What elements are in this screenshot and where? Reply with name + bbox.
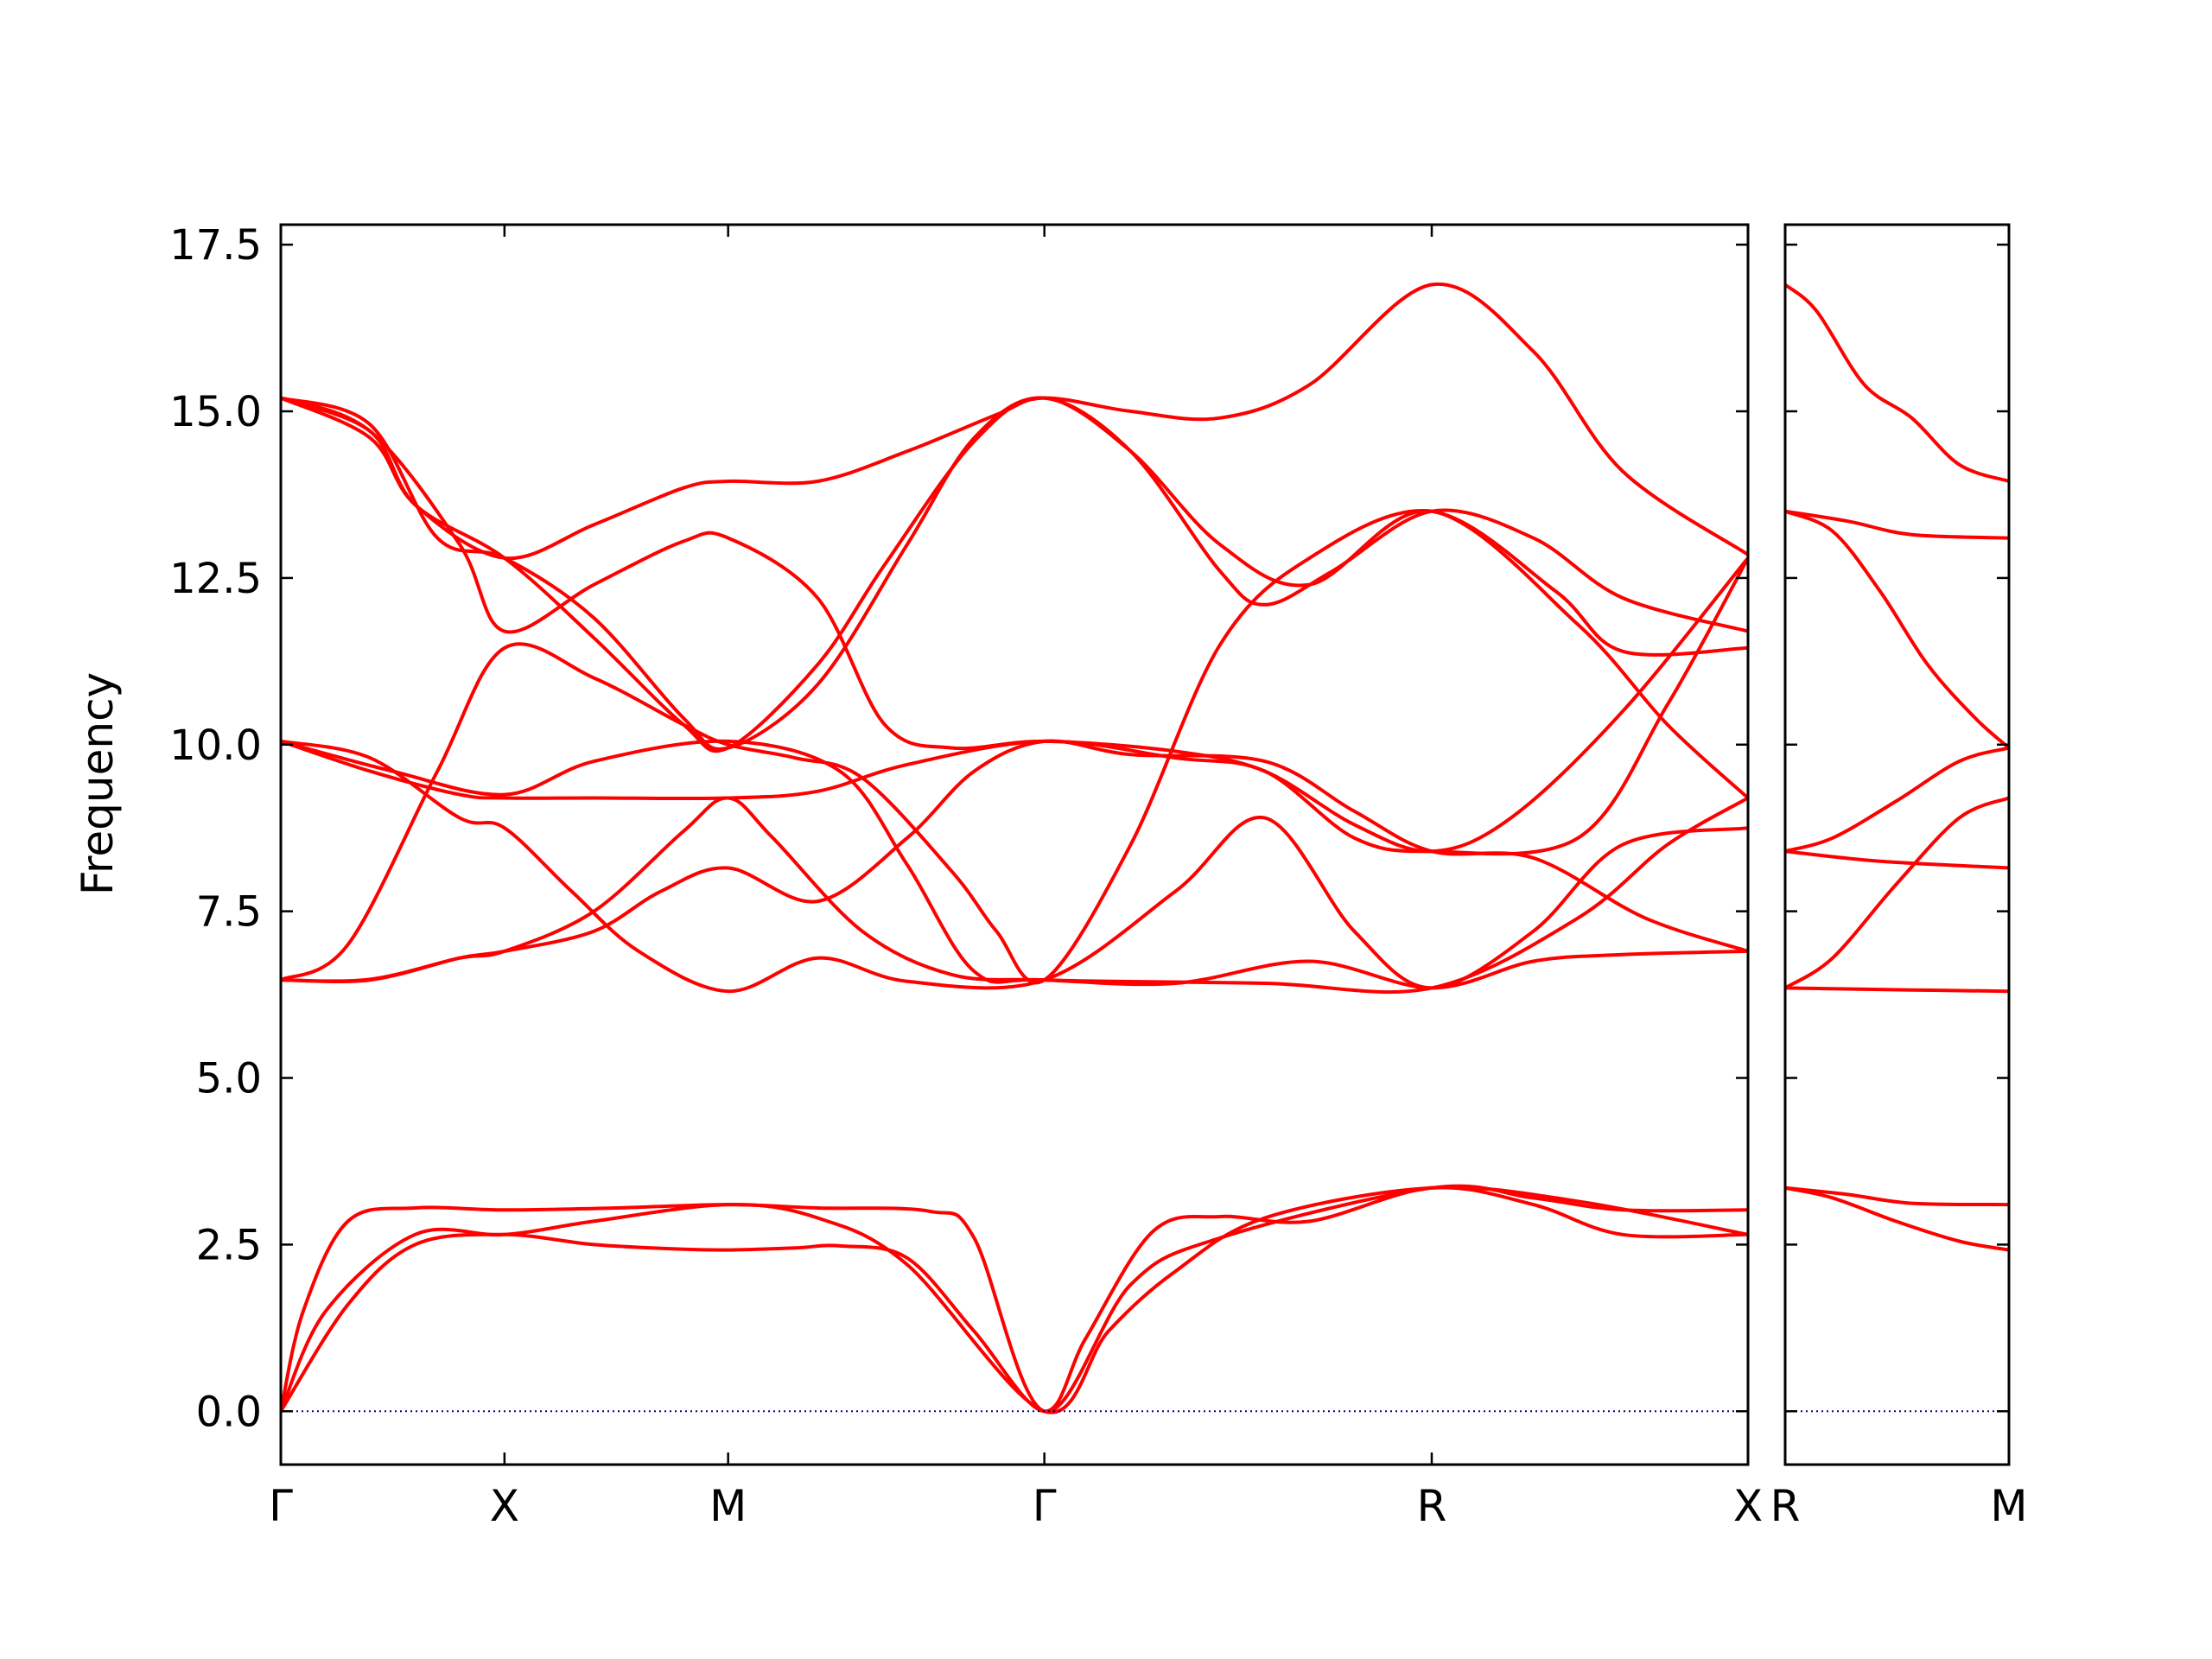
y-tick-label: 10.0 <box>169 721 262 770</box>
phonon-band-3 <box>1785 509 2009 750</box>
y-tick-label: 15.0 <box>169 388 262 436</box>
plot-frame <box>1783 223 2011 1466</box>
x-tick-label: R <box>1770 1481 1801 1531</box>
y-tick-label: 17.5 <box>169 221 262 270</box>
phonon-band-2 <box>1785 509 2009 540</box>
y-tick-label: 12.5 <box>169 555 262 603</box>
phonon-band-10 <box>281 396 1748 854</box>
phonon-band-7 <box>281 739 1748 994</box>
phonon-band-3 <box>281 1184 1748 1414</box>
plot-frame <box>279 223 1750 1466</box>
x-tick-label: M <box>709 1481 747 1531</box>
y-tick-label: 2.5 <box>196 1221 262 1269</box>
band-lines <box>1785 283 2009 1413</box>
phonon-band-6 <box>1785 796 2009 990</box>
x-tick-label: R <box>1417 1481 1447 1531</box>
y-tick-label: 5.0 <box>196 1055 262 1103</box>
band-lines <box>281 282 1748 1414</box>
phonon-band-5 <box>281 796 1748 990</box>
x-tick-label: Γ <box>269 1481 293 1531</box>
y-axis-label: Frequency <box>73 672 123 895</box>
phonon-band-1 <box>1785 283 2009 483</box>
x-tick-label: Γ <box>1033 1481 1057 1531</box>
phonon-band-8 <box>1785 1185 2009 1207</box>
phonon-band-7 <box>1785 986 2009 994</box>
phonon-band-4 <box>1785 746 2009 854</box>
phonon-band-9 <box>1785 1185 2009 1252</box>
x-tick-label: M <box>1990 1481 2027 1531</box>
x-tick-label: X <box>1733 1481 1763 1531</box>
main-band-panel: 0.0 2.5 5.0 7.5 10.0 12.5 15.0 17.5 Γ X M Γ R X <box>169 221 1763 1531</box>
y-tick-label: 7.5 <box>196 888 262 937</box>
y-tick-label: 0.0 <box>196 1388 262 1436</box>
phonon-band-9 <box>281 739 1748 995</box>
phonon-band-13 <box>281 396 1748 799</box>
x-tick-label: X <box>490 1481 519 1531</box>
phonon-band-12 <box>281 282 1748 561</box>
phonon-band-5 <box>1785 849 2009 870</box>
